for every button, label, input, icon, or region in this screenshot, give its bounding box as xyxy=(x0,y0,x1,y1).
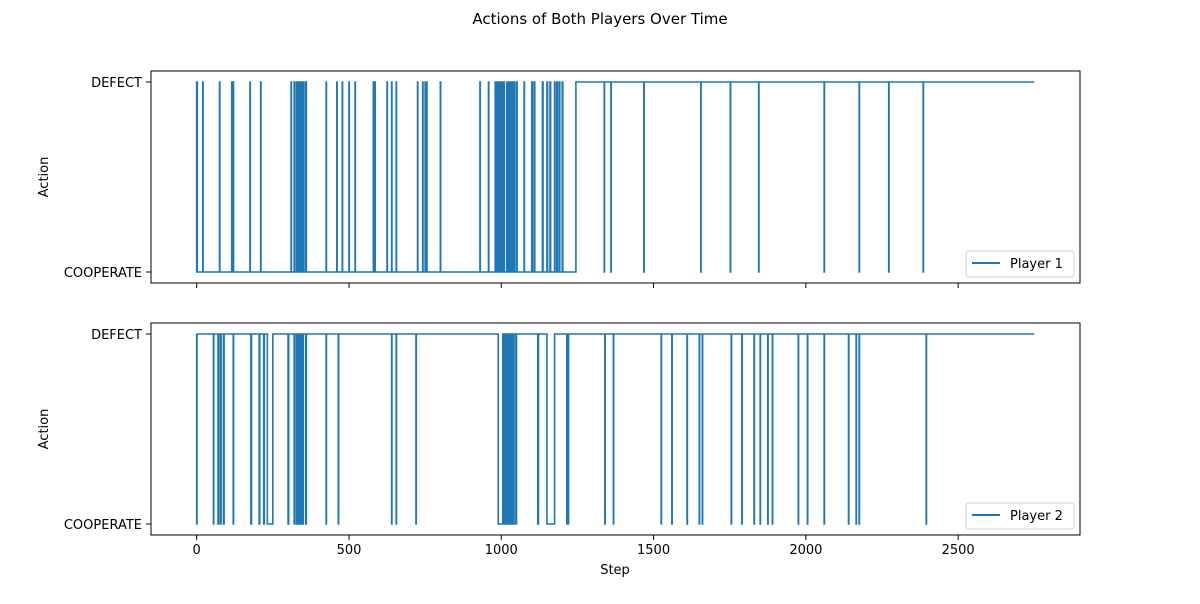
legend-box-bottom xyxy=(965,502,1075,530)
legend-label-player-1: Player 1 xyxy=(1010,257,1063,272)
y-tick-label-cooperate: COOPERATE xyxy=(64,518,142,533)
x-axis-label: Step xyxy=(600,563,630,578)
series-player-1-line xyxy=(195,81,1035,273)
legend-label-player-2: Player 2 xyxy=(1010,509,1063,524)
subplot-player-2: 0 500 1000 1500 2000 2500 COOPERATE DEFECT Act… xyxy=(37,322,1081,578)
x-tick-label: 1000 xyxy=(485,543,518,558)
x-ticks-top xyxy=(196,283,959,288)
legend-bottom: Player 2 xyxy=(965,502,1075,530)
series-line-player-1 xyxy=(195,81,1035,273)
legend-box-top xyxy=(965,250,1075,278)
y-axis-label-bottom: Action xyxy=(37,409,52,450)
x-tick-label: 0 xyxy=(193,543,201,558)
y-axis-label-top: Action xyxy=(37,157,52,198)
y-ticks-bottom: COOPERATE DEFECT xyxy=(64,328,151,533)
x-ticks-bottom: 0 500 1000 1500 2000 2500 xyxy=(193,535,975,558)
legend-top: Player 1 xyxy=(965,250,1075,278)
y-tick-label-cooperate: COOPERATE xyxy=(64,266,142,281)
y-tick-label-defect: DEFECT xyxy=(91,76,142,91)
x-tick-label: 1500 xyxy=(637,543,670,558)
series-player-2-line xyxy=(195,333,1035,525)
y-ticks-top: COOPERATE DEFECT xyxy=(64,76,151,281)
axes-frame-bottom xyxy=(150,322,1081,536)
axes-frame-top xyxy=(150,70,1081,284)
figure-title: Actions of Both Players Over Time xyxy=(472,10,727,28)
series-line-player-2 xyxy=(195,333,1035,525)
x-tick-label: 500 xyxy=(337,543,362,558)
x-tick-label: 2000 xyxy=(789,543,822,558)
x-tick-label: 2500 xyxy=(942,543,975,558)
subplot-player-1: COOPERATE DEFECT Action Player 1 xyxy=(37,70,1081,288)
y-tick-label-defect: DEFECT xyxy=(91,328,142,343)
